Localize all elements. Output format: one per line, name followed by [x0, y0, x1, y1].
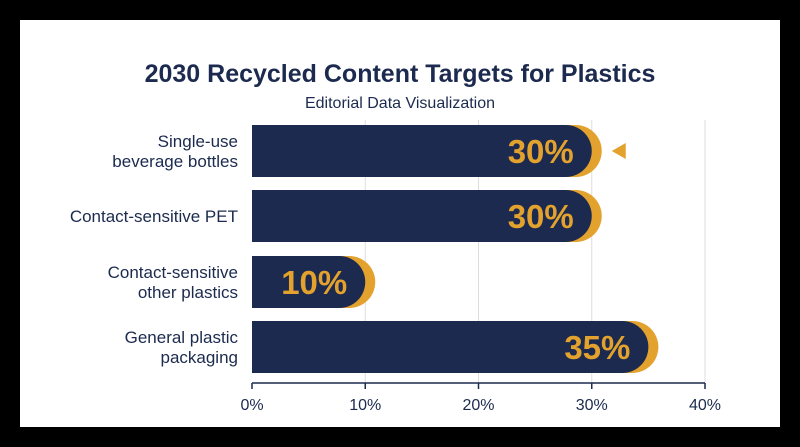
category-label-0-0: Single-use	[158, 132, 238, 151]
bar-1	[252, 190, 592, 242]
category-label-1-0: Contact-sensitive PET	[70, 207, 238, 226]
value-label-0: 30%	[508, 133, 574, 170]
category-label-3-0: General plastic	[125, 328, 239, 347]
bar-2	[252, 256, 366, 308]
chart-title: 2030 Recycled Content Targets for Plasti…	[144, 60, 656, 88]
x-tick-label-2: 20%	[462, 397, 494, 414]
bar-3	[252, 321, 649, 373]
category-label-2-0: Contact-sensitive	[108, 263, 238, 282]
category-label-2-1: other plastics	[138, 283, 238, 302]
chart-card: 2030 Recycled Content Targets for Plasti…	[20, 20, 780, 427]
bar-0	[252, 125, 592, 177]
x-tick-label-0: 0%	[240, 397, 263, 414]
value-label-2: 10%	[281, 264, 347, 301]
category-label-0-1: beverage bottles	[112, 152, 238, 171]
x-tick-label-3: 30%	[576, 397, 608, 414]
category-label-3-1: packaging	[160, 348, 238, 367]
value-label-3: 35%	[564, 329, 630, 366]
chart-subtitle: Editorial Data Visualization	[304, 95, 496, 112]
x-tick-label-1: 10%	[349, 397, 381, 414]
value-label-1: 30%	[508, 198, 574, 235]
x-tick-label-4: 40%	[689, 397, 721, 414]
highlight-marker	[611, 143, 626, 159]
